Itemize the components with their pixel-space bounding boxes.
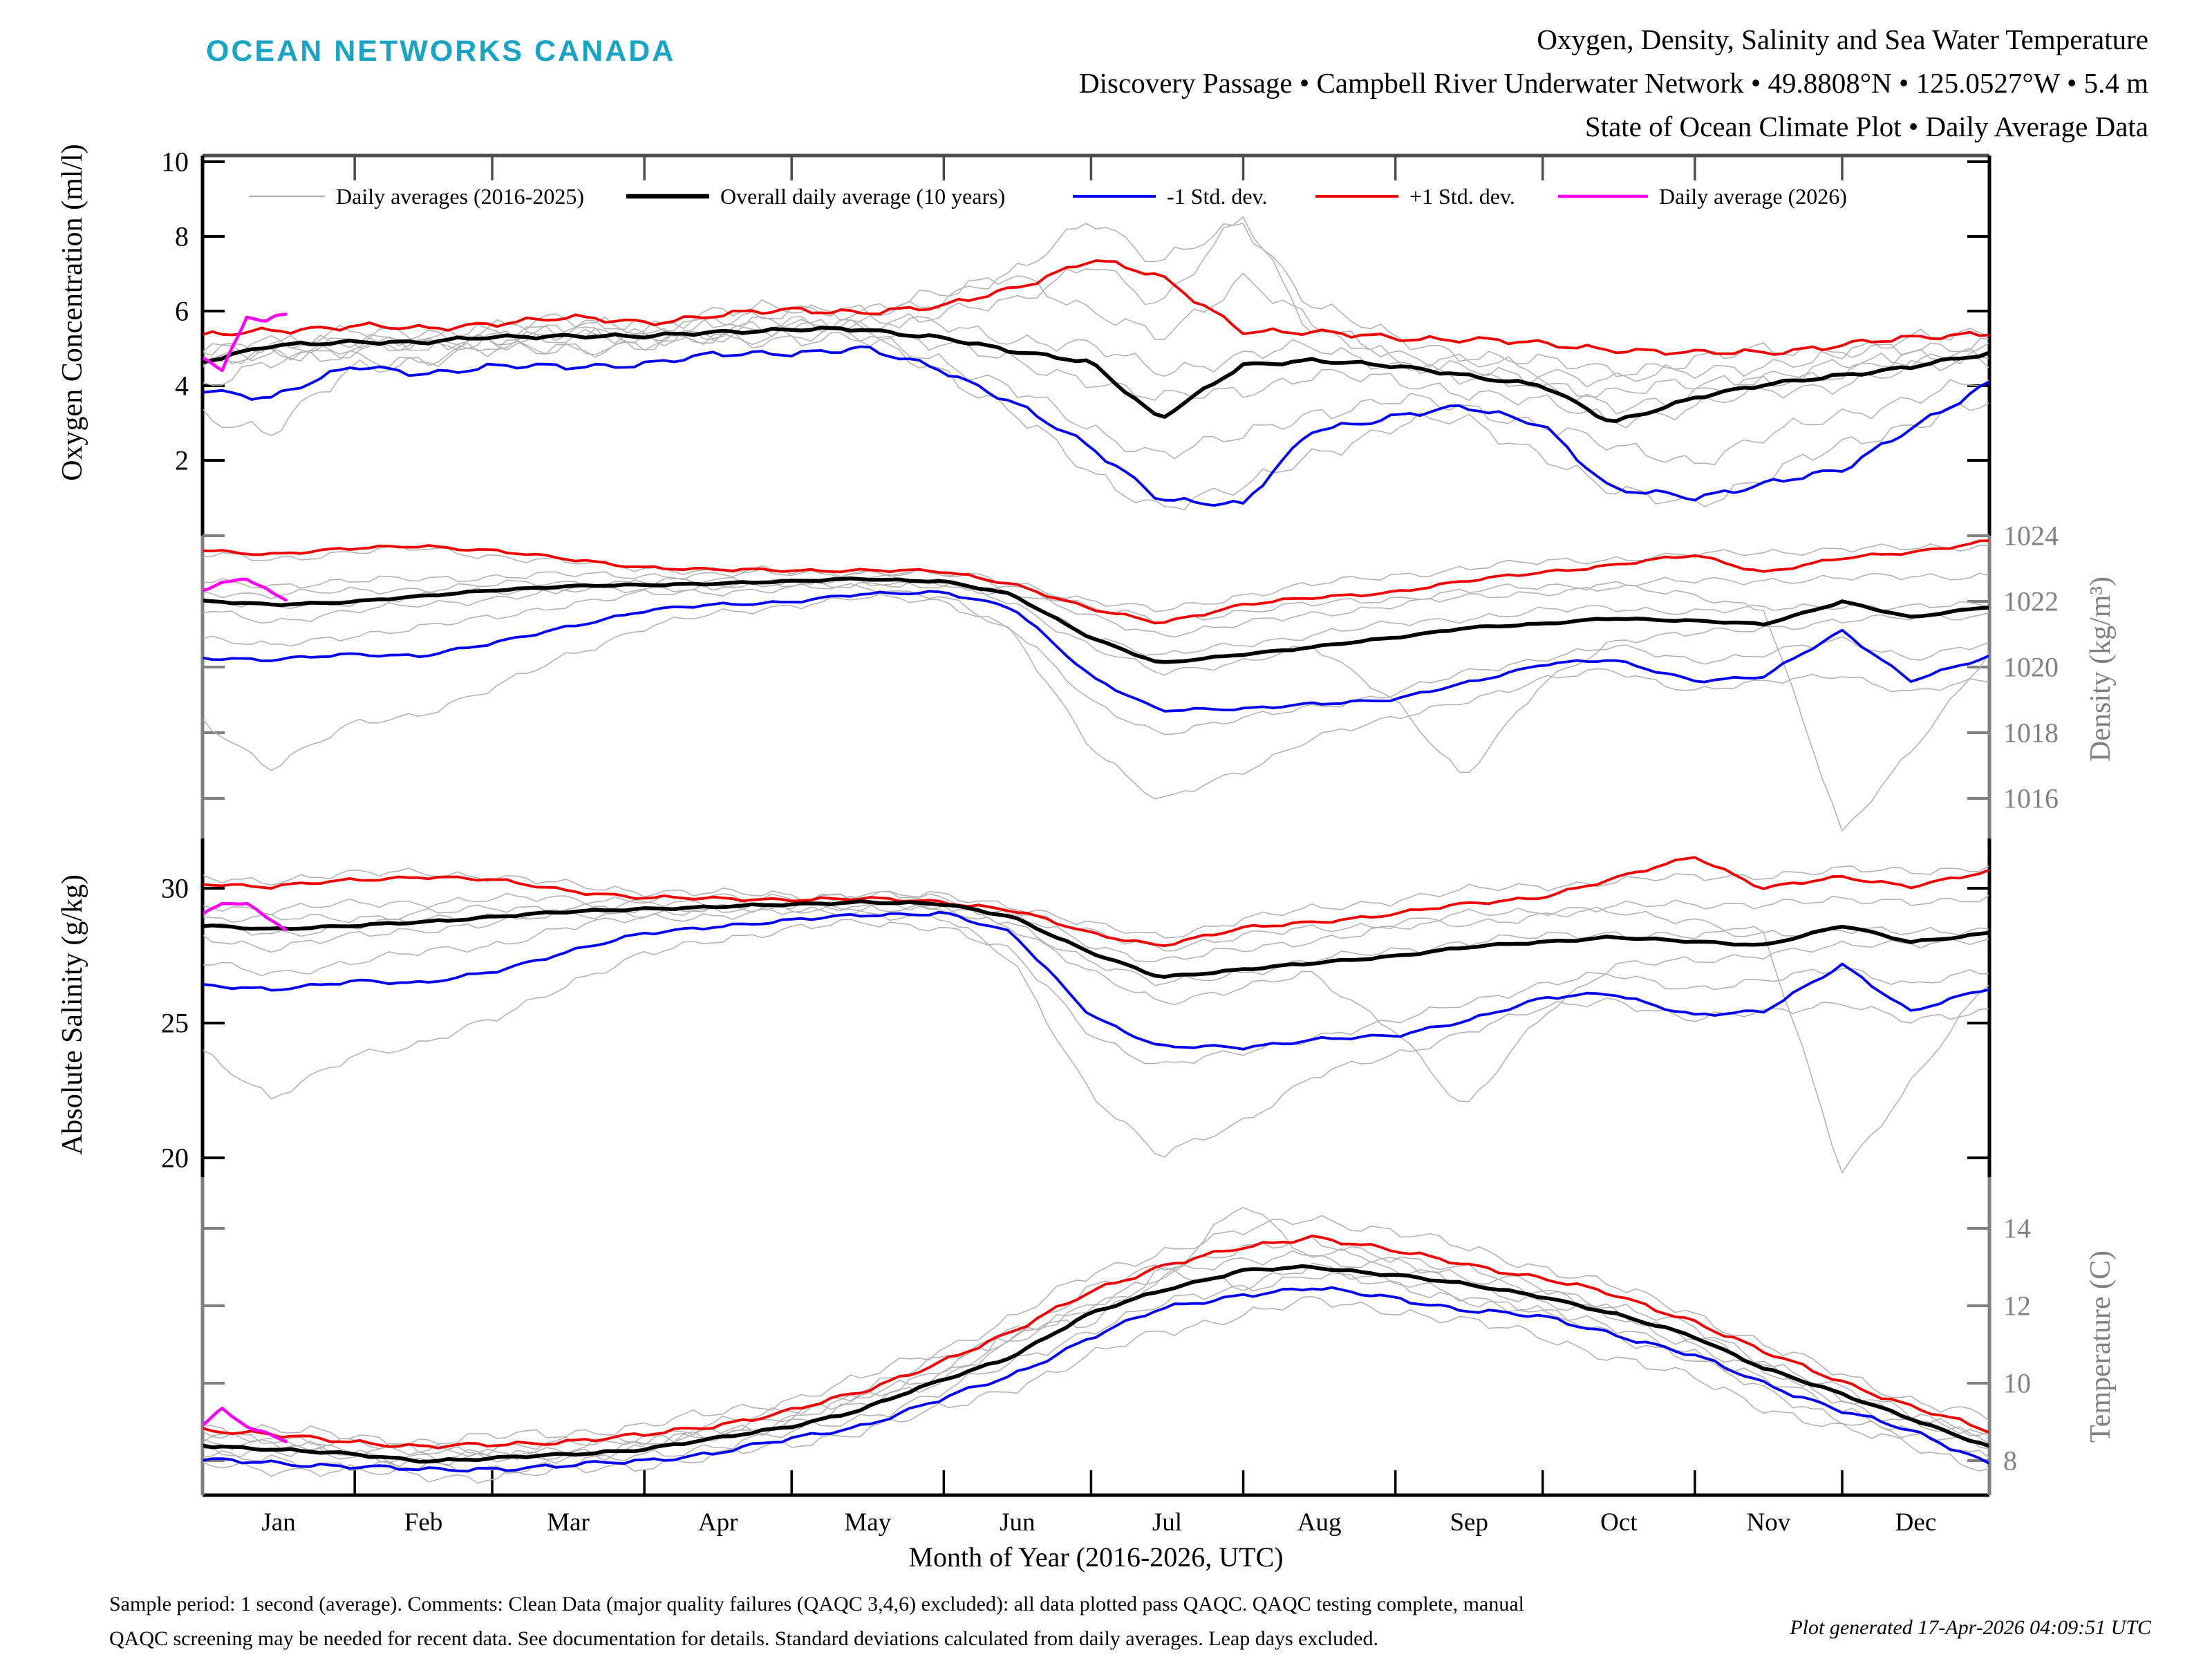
oxygen-tick-10: 10 xyxy=(161,147,189,178)
plot-title-block: Oxygen, Density, Salinity and Sea Water … xyxy=(1079,18,2148,149)
x-tick-Aug: Aug xyxy=(1297,1508,1342,1537)
oxygen-tick-2: 2 xyxy=(175,445,189,476)
temperature-current-2026 xyxy=(203,1406,288,1443)
x-tick-Jan: Jan xyxy=(261,1508,295,1537)
legend-label-minus_std: -1 Std. dev. xyxy=(1167,184,1267,209)
legend-label-mean: Overall daily average (10 years) xyxy=(720,184,1005,209)
temperature-axis-label: Temperature (C) xyxy=(2085,1250,2117,1443)
salinity-gray-year xyxy=(203,890,1989,952)
temperature-tick-12: 12 xyxy=(2003,1291,2031,1322)
temperature-minus-std xyxy=(203,1286,1989,1473)
temperature-tick-8: 8 xyxy=(2003,1445,2017,1477)
salinity-tick-20: 20 xyxy=(161,1143,189,1174)
salinity-gray-year xyxy=(203,919,1989,1100)
series-layer xyxy=(203,216,1989,1484)
density-tick-1020: 1020 xyxy=(2003,652,2059,683)
salinity-gray-year xyxy=(203,865,1989,939)
x-tick-Nov: Nov xyxy=(1747,1508,1791,1537)
legend-label-current_year: Daily average (2026) xyxy=(1659,184,1847,209)
x-axis-title: Month of Year (2016-2026, UTC) xyxy=(908,1541,1283,1573)
salinity-current-2026 xyxy=(203,901,288,932)
salinity-plus-std xyxy=(203,856,1989,947)
x-tick-Mar: Mar xyxy=(547,1508,590,1537)
oxygen-tick-8: 8 xyxy=(175,221,189,252)
axes: Jan Feb Mar Apr May Jun Jul Aug Sep Oct Nov Dec Mont… xyxy=(57,144,2117,1573)
oxygen-minus-std xyxy=(203,345,1989,507)
temperature-tick-14: 14 xyxy=(2003,1213,2031,1244)
density-tick-1024: 1024 xyxy=(2003,521,2059,552)
temperature-plus-std xyxy=(203,1235,1989,1450)
salinity-tick-30: 30 xyxy=(161,873,189,904)
x-tick-Jun: Jun xyxy=(1000,1508,1035,1537)
x-tick-Feb: Feb xyxy=(404,1508,443,1537)
density-gray-year xyxy=(203,574,1989,832)
density-minus-std xyxy=(203,590,1989,713)
oxygen-gray-year xyxy=(203,332,1989,511)
salinity-axis-label: Absolute Salinity (g/kg) xyxy=(57,874,88,1155)
density-axis-label: Density (kg/m³) xyxy=(2085,577,2117,762)
temperature-gray-year xyxy=(203,1248,1989,1461)
plot-title-line3: State of Ocean Climate Plot • Daily Aver… xyxy=(1584,111,2148,142)
oxygen-current-2026 xyxy=(203,312,288,373)
generated-timestamp: Plot generated 17-Apr-2026 04:09:51 UTC xyxy=(1790,1616,2151,1639)
legend-label-plus_std: +1 Std. dev. xyxy=(1409,184,1515,209)
density-gray-year xyxy=(203,580,1989,774)
x-tick-Oct: Oct xyxy=(1600,1508,1638,1537)
plot-title-line2: Discovery Passage • Campbell River Under… xyxy=(1079,67,2148,99)
footnote-line2: QAQC screening may be needed for recent … xyxy=(109,1627,1378,1650)
plot-title-line1: Oxygen, Density, Salinity and Sea Water … xyxy=(1537,24,2148,55)
x-tick-Dec: Dec xyxy=(1895,1508,1937,1537)
density-plus-std xyxy=(203,539,1989,625)
legend: Daily averages (2016-2025) Overall daily … xyxy=(249,184,1847,209)
density-gray-year xyxy=(203,568,1989,624)
density-tick-1016: 1016 xyxy=(2003,783,2059,814)
salinity-minus-std xyxy=(203,910,1989,1051)
footnote-line1: Sample period: 1 second (average). Comme… xyxy=(109,1593,1524,1615)
density-tick-1022: 1022 xyxy=(2003,586,2059,617)
oxygen-gray-year xyxy=(203,315,1989,398)
x-tick-Sep: Sep xyxy=(1450,1508,1488,1537)
salinity-gray-year xyxy=(203,902,1989,1103)
x-tick-Jul: Jul xyxy=(1152,1508,1182,1537)
oxygen-tick-6: 6 xyxy=(175,296,189,327)
oxygen-gray-year xyxy=(203,327,1989,466)
temperature-mean xyxy=(203,1264,1989,1464)
oxygen-gray-year xyxy=(203,319,1989,429)
density-mean xyxy=(203,577,1989,664)
salinity-gray-year xyxy=(203,906,1989,1158)
legend-label-gray_years: Daily averages (2016-2025) xyxy=(336,184,584,209)
salinity-gray-year xyxy=(203,895,1989,1174)
oxygen-mean xyxy=(203,326,1989,423)
x-tick-May: May xyxy=(844,1508,891,1537)
oxygen-gray-year xyxy=(203,216,1989,415)
salinity-tick-25: 25 xyxy=(161,1008,189,1039)
onc-logo: OCEAN NETWORKS CANADA xyxy=(206,35,676,68)
temperature-tick-10: 10 xyxy=(2003,1368,2031,1399)
density-gray-year xyxy=(203,583,1989,800)
oxygen-gray-year xyxy=(203,272,1989,388)
density-gray-year xyxy=(203,593,1989,771)
oxygen-tick-4: 4 xyxy=(175,371,189,402)
temperature-gray-year xyxy=(203,1295,1989,1484)
oxygen-axis-label: Oxygen Concentration (ml/l) xyxy=(57,144,88,481)
temperature-gray-year xyxy=(203,1215,1989,1447)
density-tick-1018: 1018 xyxy=(2003,718,2059,749)
density-current-2026 xyxy=(203,577,288,602)
sample-period-note: Sample period: 1 second (average). Comme… xyxy=(109,1587,1524,1656)
oxygen-gray-year xyxy=(203,223,1989,377)
oxygen-plus-std xyxy=(203,259,1989,356)
salinity-mean xyxy=(203,899,1989,979)
temperature-gray-year xyxy=(203,1236,1989,1456)
x-tick-Apr: Apr xyxy=(698,1508,738,1537)
temperature-gray-year xyxy=(203,1262,1989,1468)
